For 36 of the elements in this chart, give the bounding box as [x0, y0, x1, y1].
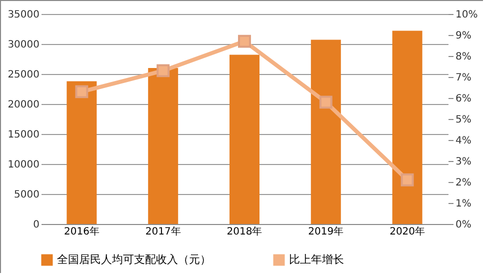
- y2-tick-label: 2%: [456, 178, 472, 188]
- y2-tick-label: 10%: [456, 10, 478, 20]
- y2-tick-label: 4%: [456, 136, 472, 146]
- y2-tick-label: 3%: [456, 156, 472, 168]
- x-tick-label: 2018年: [226, 226, 262, 238]
- y2-tick-label: 1%: [456, 198, 472, 210]
- y-tick-label: 35000: [8, 10, 40, 20]
- point: [75, 85, 88, 98]
- bar: [392, 30, 422, 224]
- y-tick-label: 5000: [14, 190, 40, 200]
- point: [319, 96, 332, 109]
- y-tick-label: 10000: [8, 160, 40, 170]
- y-tick-label: 25000: [8, 70, 40, 80]
- y2-tick-label: 8%: [456, 52, 472, 62]
- x-tick-label: 2016年: [64, 226, 100, 238]
- point: [400, 173, 414, 186]
- point: [156, 64, 170, 78]
- y-tick-label: 0: [33, 220, 40, 230]
- x-tick-label: 2019年: [308, 226, 344, 238]
- y2-tick-label: 5%: [456, 114, 472, 126]
- y2-tick-label: 0%: [456, 220, 472, 230]
- y-tick-label: 30000: [8, 40, 40, 50]
- point: [238, 34, 251, 48]
- x-tick-label: 2017年: [145, 226, 181, 238]
- bar: [310, 40, 341, 224]
- y2-tick-label: 6%: [456, 94, 472, 104]
- bar: [230, 54, 260, 224]
- bar: [148, 68, 178, 224]
- y2-tick-label: 7%: [456, 72, 472, 84]
- y2-tick-label: 9%: [456, 30, 472, 42]
- y-tick-label: 15000: [8, 130, 40, 140]
- x-tick-label: 2020年: [390, 226, 426, 238]
- bar: [66, 81, 97, 224]
- y-tick-label: 20000: [8, 100, 40, 110]
- legend-label: 比上年增长: [289, 253, 344, 266]
- legend-label: 全国居民人均可支配收入（元）: [57, 253, 211, 266]
